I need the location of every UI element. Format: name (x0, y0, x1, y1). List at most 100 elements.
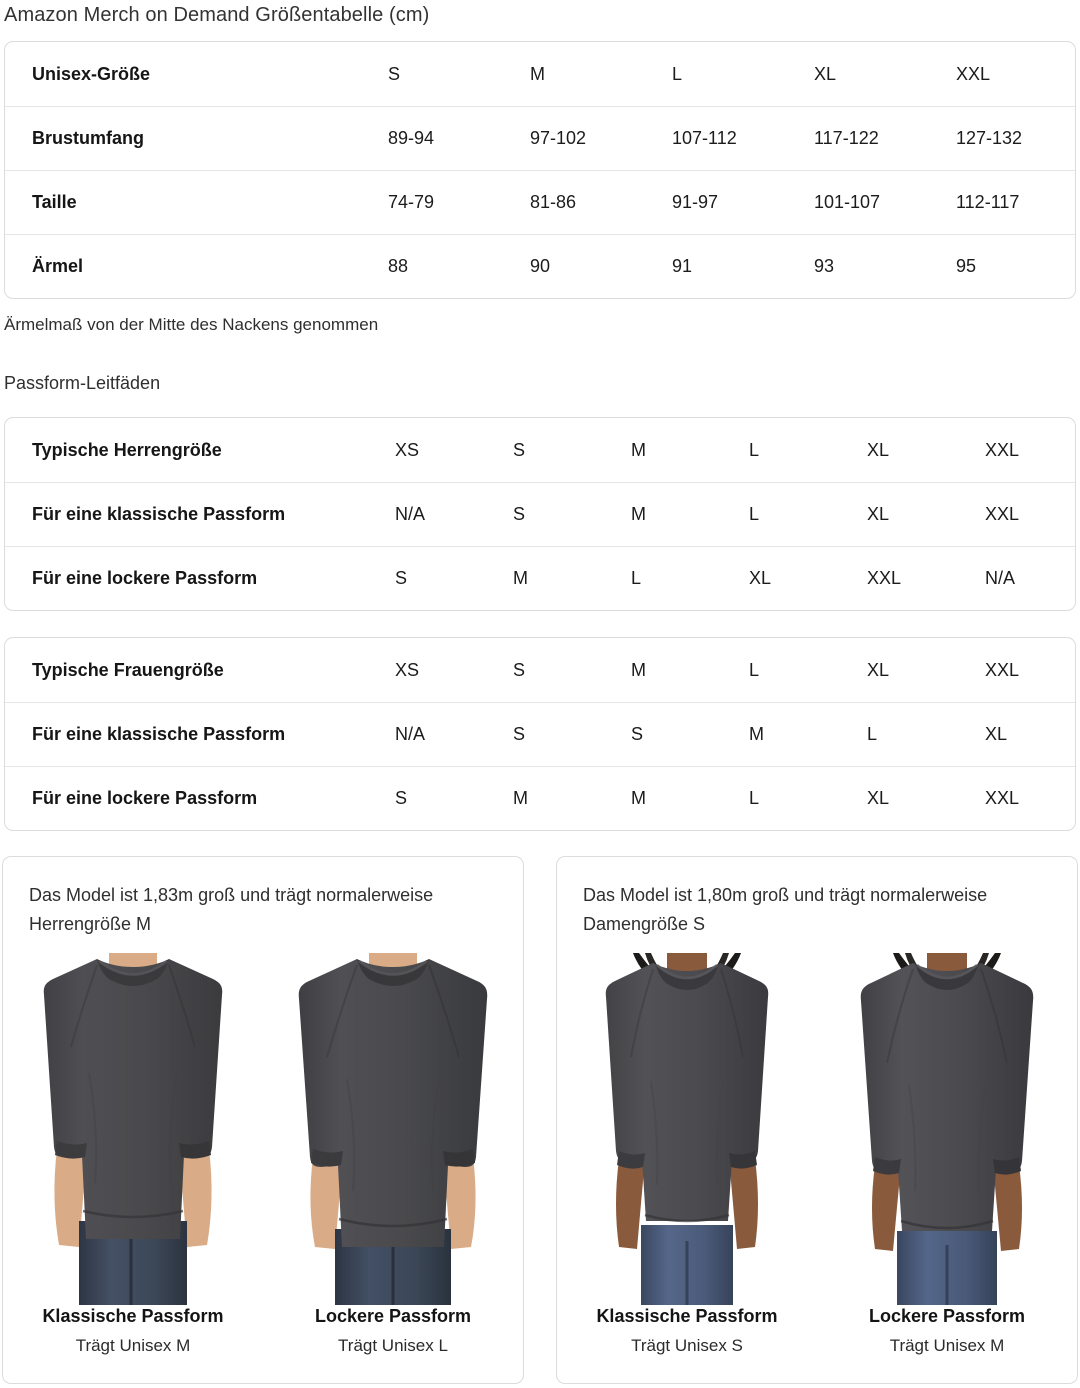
womens-typical-5: XL (867, 659, 890, 680)
row-label-womens-loose-fit: Für eine lockere Passform (32, 788, 258, 808)
womens-loose-4: L (749, 788, 760, 808)
table-row: Taille 74-79 81-86 91-97 101-107 112-117 (5, 170, 1075, 234)
mens-classic-3: M (631, 504, 646, 524)
row-label-mens-loose-fit: Für eine lockere Passform (32, 568, 258, 588)
row-label-chest: Brustumfang (32, 128, 144, 148)
womens-typical-3: M (631, 659, 646, 680)
womens-classic-3: S (631, 724, 644, 744)
chest-l: 107-112 (672, 128, 737, 148)
mens-classic-2: S (513, 504, 526, 524)
size-header-xl: XL (814, 63, 837, 84)
womens-typical-1: XS (395, 659, 420, 680)
womens-classic-5: L (867, 724, 878, 744)
size-header-m: M (530, 63, 545, 84)
womens-typical-2: S (513, 659, 526, 680)
table-row: Typische Frauengröße XS S M L XL XXL (5, 638, 1075, 702)
row-label-waist: Taille (32, 192, 77, 212)
caption-title: Lockere Passform (868, 1306, 1026, 1326)
womens-typical-4: L (749, 659, 760, 680)
womens-classic-4: M (749, 724, 764, 744)
model-card-women-heading: Das Model ist 1,80m groß und trägt norma… (583, 885, 988, 934)
mens-loose-3: L (631, 568, 642, 588)
table-row: Für eine klassische Passform N/A S S M L… (5, 702, 1075, 766)
model-photo-pair-men (3, 953, 523, 1305)
mens-classic-1: N/A (395, 504, 426, 524)
waist-l: 91-97 (672, 192, 719, 212)
mens-loose-6: N/A (985, 568, 1016, 588)
table-row: Typische Herrengröße XS S M L XL XXL (5, 418, 1075, 482)
model-captions-women: Klassische Passform Trägt Unisex S Locke… (557, 1301, 1077, 1361)
caption-men-classic: Klassische Passform Trägt Unisex M (3, 1301, 263, 1361)
model-card-men-heading: Das Model ist 1,83m groß und trägt norma… (29, 885, 434, 934)
womens-classic-1: N/A (395, 724, 426, 744)
page-title: Amazon Merch on Demand Größentabelle (cm… (4, 4, 430, 26)
mens-loose-2: M (513, 568, 528, 588)
waist-xxl: 112-117 (956, 192, 1020, 212)
table-row: Ärmel 88 90 91 93 95 (5, 234, 1075, 298)
fit-guides-heading: Passform-Leitfäden (4, 373, 161, 393)
sleeve-l: 91 (672, 256, 693, 276)
chest-m: 97-102 (530, 128, 587, 148)
sleeve-s: 88 (388, 256, 409, 276)
model-card-women: Das Model ist 1,80m groß und trägt norma… (556, 856, 1078, 1384)
row-label-typical-womens-size: Typische Frauengröße (32, 659, 224, 680)
model-photo-pair-women (557, 953, 1077, 1305)
mens-classic-4: L (749, 504, 760, 524)
sleeve-m: 90 (530, 256, 551, 276)
mens-typical-5: XL (867, 439, 890, 460)
male-model-classic-fit-illustration (43, 953, 223, 1305)
waist-xl: 101-107 (814, 192, 881, 212)
caption-title: Lockere Passform (314, 1306, 472, 1326)
mens-loose-4: XL (749, 568, 772, 588)
caption-title: Klassische Passform (42, 1306, 224, 1326)
size-header-s: S (388, 63, 401, 84)
table-row: Brustumfang 89-94 97-102 107-112 117-122… (5, 106, 1075, 170)
womens-classic-6: XL (985, 724, 1008, 744)
model-captions-men: Klassische Passform Trägt Unisex M Locke… (3, 1301, 523, 1361)
caption-women-loose: Lockere Passform Trägt Unisex M (817, 1301, 1077, 1361)
womens-loose-2: M (513, 788, 528, 808)
male-model-loose-fit-illustration (298, 953, 488, 1305)
size-table-header-label: Unisex-Größe (32, 63, 151, 84)
table-row: Für eine lockere Passform S M L XL XXL N… (5, 546, 1075, 610)
womens-loose-6: XXL (985, 788, 1020, 808)
mens-typical-3: M (631, 439, 646, 460)
mens-typical-6: XXL (985, 439, 1020, 460)
caption-men-loose: Lockere Passform Trägt Unisex L (263, 1301, 523, 1361)
model-photo-men-classic (3, 953, 263, 1305)
mens-classic-6: XXL (985, 504, 1020, 524)
model-photo-men-loose (263, 953, 523, 1305)
sleeve-xxl: 95 (956, 256, 977, 276)
chest-s: 89-94 (388, 128, 435, 148)
womens-loose-3: M (631, 788, 646, 808)
table-row: Für eine klassische Passform N/A S M L X… (5, 482, 1075, 546)
caption-title: Klassische Passform (596, 1306, 778, 1326)
unisex-size-table: Unisex-Größe S M L XL XXL Brustumfang 89… (4, 41, 1076, 299)
mens-typical-4: L (749, 439, 760, 460)
mens-fit-guide-table: Typische Herrengröße XS S M L XL XXL Für… (4, 417, 1076, 611)
sleeve-xl: 93 (814, 256, 835, 276)
female-model-classic-fit-illustration (605, 953, 769, 1305)
row-label-womens-classic-fit: Für eine klassische Passform (32, 724, 286, 744)
womens-loose-1: S (395, 788, 408, 808)
waist-s: 74-79 (388, 192, 435, 212)
caption-women-classic: Klassische Passform Trägt Unisex S (557, 1301, 817, 1361)
chest-xxl: 127-132 (956, 128, 1023, 148)
row-label-mens-classic-fit: Für eine klassische Passform (32, 504, 286, 524)
mens-typical-1: XS (395, 439, 420, 460)
model-photo-women-classic (557, 953, 817, 1305)
waist-m: 81-86 (530, 192, 577, 212)
caption-wears: Trägt Unisex M (889, 1336, 1005, 1355)
womens-loose-5: XL (867, 788, 890, 808)
female-model-loose-fit-illustration (860, 953, 1034, 1305)
row-label-typical-mens-size: Typische Herrengröße (32, 439, 222, 460)
size-header-xxl: XXL (956, 63, 991, 84)
mens-classic-5: XL (867, 504, 890, 524)
model-photo-women-loose (817, 953, 1077, 1305)
model-card-men: Das Model ist 1,83m groß und trägt norma… (2, 856, 524, 1384)
womens-typical-6: XXL (985, 659, 1020, 680)
womens-classic-2: S (513, 724, 526, 744)
chest-xl: 117-122 (814, 128, 879, 148)
row-label-sleeve: Ärmel (32, 256, 84, 276)
sleeve-measurement-note: Ärmelmaß von der Mitte des Nackens genom… (4, 315, 379, 334)
